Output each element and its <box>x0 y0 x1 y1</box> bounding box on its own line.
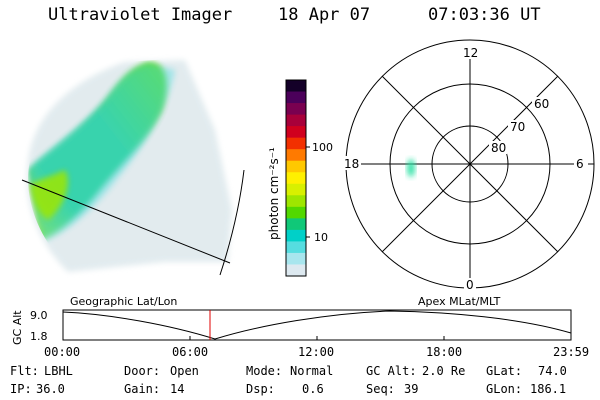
auroral-image <box>21 60 245 276</box>
info-gcalt-value: 2.0 Re <box>422 364 465 378</box>
info-glon-key: GLon: <box>486 382 522 396</box>
colorbar-band <box>286 137 306 150</box>
lat-label-60: 60 <box>534 97 549 111</box>
lat-label-80: 80 <box>491 141 506 155</box>
auroral-bright-band <box>30 170 68 220</box>
info-dsp-key: Dsp: <box>246 382 275 396</box>
info-mode-value: Normal <box>290 364 333 378</box>
limb-arc <box>219 169 245 276</box>
info-flt-value: LBHL <box>44 364 73 378</box>
info-door-key: Door: <box>124 364 160 378</box>
info-mode-key: Mode: <box>246 364 282 378</box>
polar-spoke-diag-2 <box>381 75 559 253</box>
x-tick-label-0600: 06:00 <box>172 345 208 359</box>
colorbar-unit-label: photon cm⁻²s⁻¹ <box>267 147 281 240</box>
colorbar-tick-label-10: 10 <box>314 231 328 244</box>
colorbar-band <box>286 241 306 254</box>
colorbar-frame <box>285 79 307 277</box>
colorbar: 100 10 photon cm⁻²s⁻¹ <box>267 79 333 277</box>
polar-label-bg-80 <box>489 141 507 154</box>
colorbar-band <box>286 229 306 243</box>
colorbar-band <box>286 103 306 116</box>
info-door-value: Open <box>170 364 199 378</box>
colorbar-band <box>286 160 306 173</box>
colorbar-band <box>286 126 306 139</box>
x-tick-label-1200: 12:00 <box>298 345 334 359</box>
info-glat-value: 74.0 <box>538 364 567 378</box>
image-time: 07:03:36 UT <box>428 5 541 25</box>
terminator-line <box>21 179 231 264</box>
colorbar-band <box>286 183 306 196</box>
colorbar-band <box>286 252 306 266</box>
lat-label-70: 70 <box>510 120 525 134</box>
info-seq-value: 39 <box>404 382 418 396</box>
info-dsp-value: 0.6 <box>302 382 324 396</box>
info-flt-key: Flt: <box>10 364 39 378</box>
colorbar-tick-label-100: 100 <box>312 141 333 154</box>
y-tick-9: 9.0 <box>30 309 48 322</box>
colorbar-band <box>286 80 306 93</box>
x-tick-label-0000: 00:00 <box>44 345 80 359</box>
info-gain-key: Gain: <box>124 382 160 396</box>
polar-label-bg-bottom <box>464 278 476 290</box>
y-axis-label: GC Alt <box>11 310 24 345</box>
colorbar-band <box>286 149 306 162</box>
altitude-curve <box>62 310 572 340</box>
colorbar-band <box>286 91 306 104</box>
info-ip-key: IP: <box>10 382 32 396</box>
colorbar-band <box>286 206 306 219</box>
mlt-label-6: 6 <box>576 157 584 171</box>
colorbar-band <box>286 195 306 208</box>
polar-label-bg-left <box>343 156 361 170</box>
image-date: 18 Apr 07 <box>278 5 371 25</box>
altitude-plot: Geographic Lat/Lon Apex MLat/MLT GC Alt … <box>11 295 589 359</box>
mlt-label-0: 0 <box>466 278 474 292</box>
image-title: Ultraviolet Imager <box>48 5 233 25</box>
polar-label-bg-70 <box>508 120 526 133</box>
polar-label-bg-right <box>574 156 588 170</box>
mlt-label-18: 18 <box>344 157 359 171</box>
info-seq-key: Seq: <box>366 382 395 396</box>
info-glon-value: 186.1 <box>530 382 566 396</box>
colorbar-band <box>286 264 306 277</box>
apex-label: Apex MLat/MLT <box>418 295 501 308</box>
info-glat-key: GLat: <box>486 364 522 378</box>
polar-plot <box>345 39 595 289</box>
x-tick-label-1800: 18:00 <box>426 345 462 359</box>
y-tick-1-8: 1.8 <box>30 330 48 343</box>
info-gain-value: 14 <box>170 382 184 396</box>
colorbar-band <box>286 218 306 231</box>
polar-aurora-spot <box>407 159 415 177</box>
polar-label-bg-60 <box>532 97 550 110</box>
altitude-plot-frame <box>62 309 572 341</box>
colorbar-band <box>286 114 306 127</box>
geographic-label: Geographic Lat/Lon <box>70 295 177 308</box>
mlt-label-12: 12 <box>463 46 478 60</box>
info-ip-value: 36.0 <box>36 382 65 396</box>
colorbar-band <box>286 172 306 185</box>
info-gcalt-key: GC Alt: <box>366 364 417 378</box>
x-tick-label-2359: 23:59 <box>553 345 589 359</box>
info-panel: Flt: LBHL Door: Open Mode: Normal GC Alt… <box>10 364 567 396</box>
polar-label-bg-top <box>462 46 478 59</box>
